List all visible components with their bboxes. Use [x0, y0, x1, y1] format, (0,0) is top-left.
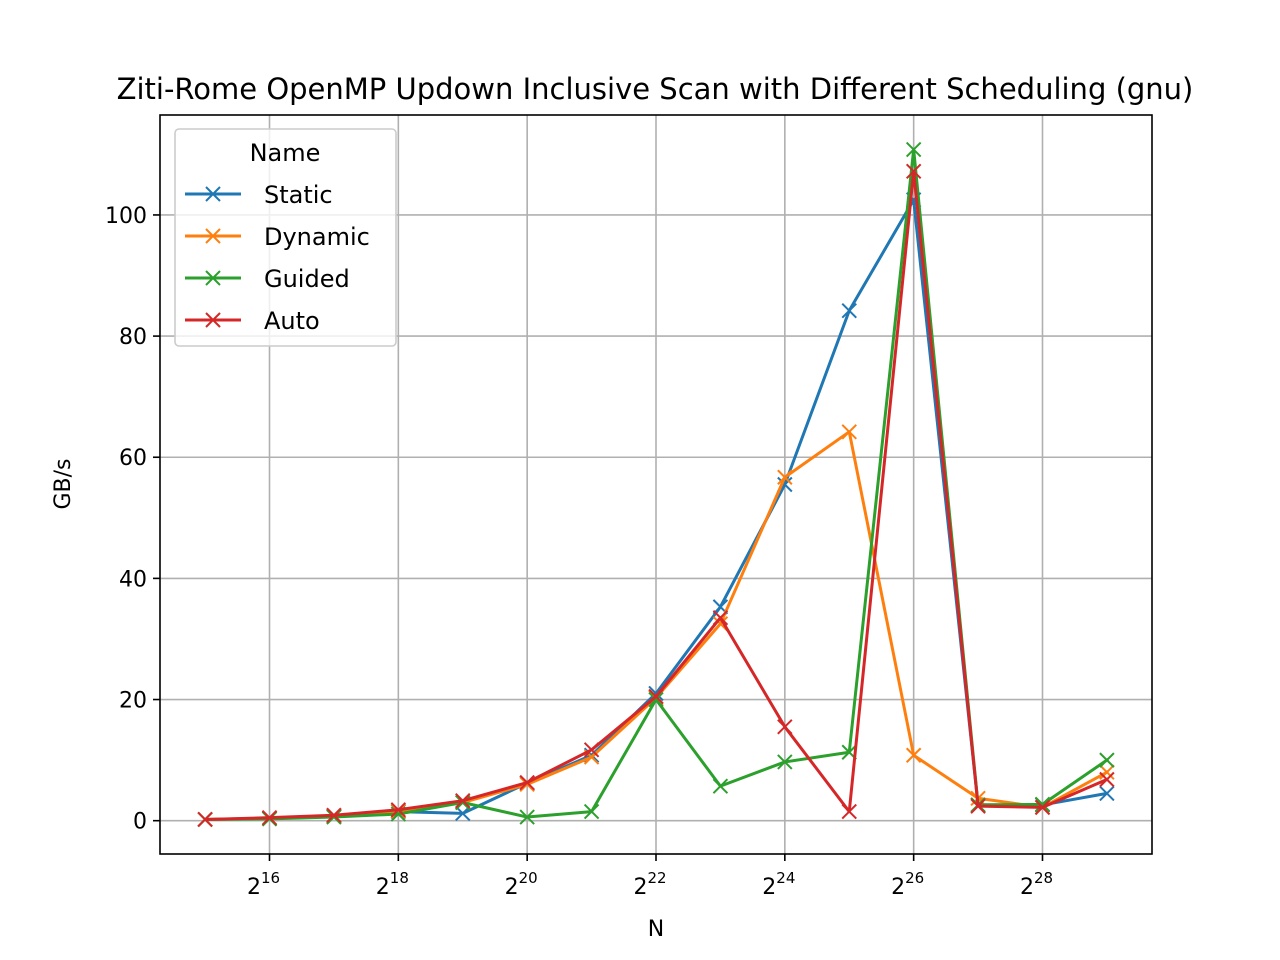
x-tick-exponent: 16: [261, 869, 280, 887]
x-tick-base: 2: [1020, 875, 1034, 900]
legend-marker: [205, 270, 221, 286]
y-tick-label: 100: [105, 204, 147, 229]
x-tick-exponent: 26: [905, 869, 924, 887]
data-point: [326, 809, 342, 825]
x-tick-base: 2: [633, 875, 647, 900]
data-point: [197, 811, 213, 828]
x-tick-label: 222: [633, 869, 666, 900]
legend-marker: [205, 312, 221, 328]
data-point: [905, 747, 922, 763]
x-tick-base: 2: [505, 875, 519, 900]
legend-label: Guided: [264, 265, 350, 293]
data-point: [712, 778, 729, 794]
y-tick-label: 40: [119, 567, 147, 592]
chart-title: Ziti-Rome OpenMP Updown Inclusive Scan w…: [117, 72, 1194, 106]
legend-title: Name: [250, 139, 321, 167]
legend-entry-static: Static: [185, 181, 333, 209]
legend: Name Static Dynamic Guided Auto: [174, 128, 397, 347]
data-point: [326, 807, 342, 823]
data-point: [1099, 771, 1115, 788]
data-point: [455, 792, 471, 809]
legend-marker: [205, 186, 221, 202]
series-auto: [197, 163, 1115, 828]
y-axis-label: GB/s: [51, 458, 76, 509]
y-tick-label: 0: [133, 810, 147, 835]
data-point: [905, 141, 922, 158]
legend-label: Static: [264, 181, 333, 209]
x-tick-exponent: 18: [390, 869, 409, 887]
legend-box: [174, 128, 397, 347]
data-point: [648, 691, 664, 708]
data-point: [261, 809, 278, 826]
data-point: [841, 424, 857, 440]
data-point: [583, 742, 600, 758]
y-tick-label: 80: [119, 325, 147, 350]
x-tick-label: 228: [1020, 869, 1053, 900]
data-point: [1099, 764, 1115, 780]
x-axis-label: N: [648, 917, 664, 942]
data-point: [583, 803, 600, 820]
data-point: [777, 469, 793, 485]
grid: [160, 115, 1152, 854]
data-point: [390, 802, 407, 818]
x-tick-base: 2: [762, 875, 776, 900]
x-tick-base: 2: [247, 875, 261, 900]
x-tick-exponent: 28: [1034, 869, 1053, 887]
legend-entry-guided: Guided: [185, 265, 350, 293]
data-point: [1034, 799, 1051, 816]
x-tick-label: 226: [891, 869, 924, 900]
legend-label: Auto: [264, 307, 320, 335]
x-tick-base: 2: [891, 875, 905, 900]
legend-marker: [205, 228, 221, 244]
x-tick-label: 216: [247, 869, 280, 900]
x-tick-exponent: 22: [647, 869, 666, 887]
x-tick-exponent: 20: [519, 869, 538, 887]
x-tick-label: 224: [762, 869, 795, 900]
data-point: [455, 805, 471, 822]
data-point: [777, 719, 793, 735]
data-point: [648, 688, 664, 705]
data-point: [712, 610, 729, 626]
data-point: [905, 163, 922, 180]
data-point: [1034, 796, 1051, 813]
data-point: [970, 798, 986, 814]
x-tick-exponent: 24: [776, 869, 795, 887]
data-point: [1099, 785, 1115, 802]
y-tick-label: 60: [119, 446, 147, 471]
legend-entry-auto: Auto: [185, 307, 320, 335]
data-point: [1099, 752, 1115, 768]
data-point: [841, 302, 857, 319]
series-layer: [197, 141, 1115, 828]
data-point: [519, 809, 535, 825]
data-point: [841, 803, 857, 820]
x-tick-label: 218: [376, 869, 409, 900]
legend-entry-dynamic: Dynamic: [185, 223, 370, 251]
data-point: [777, 754, 793, 770]
x-tick-base: 2: [376, 875, 390, 900]
y-tick-label: 20: [119, 689, 147, 714]
legend-label: Dynamic: [264, 223, 370, 251]
data-point: [519, 774, 535, 791]
x-tick-label: 220: [505, 869, 538, 900]
